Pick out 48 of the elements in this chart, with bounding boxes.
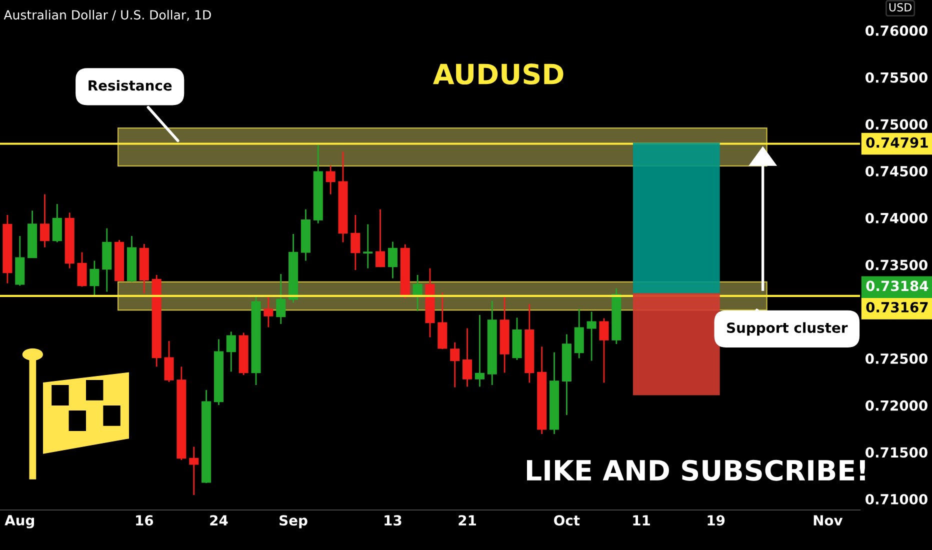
y-tick-label: 0.74000 [866, 212, 928, 224]
x-tick-label: Oct [554, 515, 580, 526]
candlestick [586, 311, 596, 362]
ref-line-label: 0.73167 [866, 302, 928, 312]
candlestick [388, 240, 398, 280]
x-tick-label: 19 [708, 515, 725, 526]
y-tick-label: 0.75500 [866, 72, 928, 83]
candlestick [462, 328, 472, 388]
candlestick [77, 252, 87, 288]
y-tick-label: 0.73500 [866, 260, 928, 270]
candlestick [52, 203, 62, 243]
x-tick-label: Sep [280, 515, 308, 528]
y-axis-title: USD [889, 3, 912, 12]
x-tick-label: Aug [4, 515, 34, 528]
x-tick-label: 21 [458, 515, 476, 526]
candlestick [226, 330, 236, 372]
y-tick-label: 0.75000 [866, 119, 928, 130]
candlestick [599, 318, 609, 384]
candlestick [164, 340, 174, 383]
candlestick [264, 295, 274, 328]
y-tick-label: 0.72500 [866, 353, 928, 364]
y-tick-label: 0.76000 [866, 25, 928, 36]
candlestick [189, 446, 199, 496]
candlestick [276, 273, 286, 325]
candlestick [326, 164, 336, 195]
text: 0.73184 [866, 280, 928, 292]
text: Australian Dollar / U.S. Dollar, 1D [4, 10, 211, 21]
candlestick [40, 194, 50, 248]
text: AUDUSD [433, 64, 564, 85]
x-tick-label: 11 [633, 515, 650, 526]
x-tick-label: 13 [384, 515, 402, 526]
candlestick [363, 224, 373, 270]
x-tick-label: Nov [814, 515, 843, 526]
band-label: Support cluster [727, 322, 848, 336]
candlestick [376, 208, 386, 268]
annotation: LIKE AND SUBSCRIBE! [526, 460, 865, 481]
candlestick [474, 314, 484, 388]
candlestick [450, 342, 460, 388]
ref-line-label: 0.74791 [866, 137, 928, 148]
y-tick-label: 0.71000 [866, 494, 928, 505]
x-tick-label: 24 [210, 515, 228, 526]
candlestick [350, 214, 360, 271]
y-tick-label: 0.72000 [866, 400, 928, 411]
band-label: Resistance [88, 80, 172, 91]
candlestick [90, 260, 100, 296]
y-tick-label: 0.74500 [866, 166, 928, 177]
y-tick-label: 0.71500 [866, 447, 928, 458]
x-tick-label: 16 [136, 515, 154, 526]
